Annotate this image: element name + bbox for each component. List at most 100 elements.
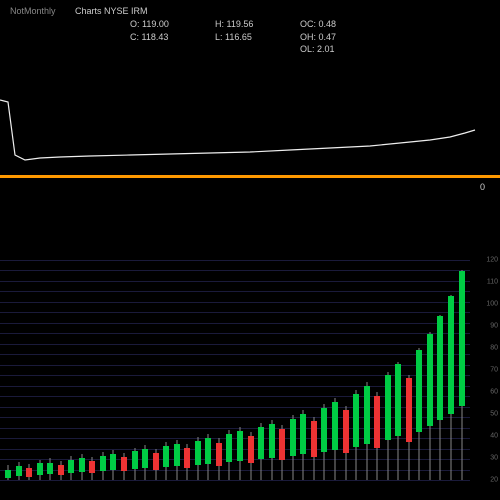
candle-body	[343, 410, 349, 453]
candle-body	[332, 402, 338, 450]
candle	[321, 404, 327, 480]
price-label: 40	[490, 433, 498, 440]
candle	[406, 375, 412, 480]
candle	[300, 410, 306, 480]
candle	[174, 440, 180, 480]
price-label: 80	[490, 345, 498, 352]
candle-body	[290, 419, 296, 456]
candle	[184, 444, 190, 480]
candle-body	[395, 364, 401, 436]
candle	[248, 432, 254, 480]
candle-body	[258, 427, 264, 459]
candle-body	[216, 443, 222, 466]
candle-body	[311, 421, 317, 457]
candle-body	[37, 463, 43, 475]
candle	[37, 460, 43, 480]
candle-body	[121, 457, 127, 471]
candle-body	[300, 414, 306, 454]
candle	[205, 434, 211, 480]
candle	[290, 415, 296, 480]
candle	[226, 430, 232, 480]
candle	[343, 406, 349, 480]
price-label: 70	[490, 367, 498, 374]
candle	[437, 315, 443, 480]
candle-body	[385, 375, 391, 440]
candle	[47, 458, 53, 480]
candle	[269, 420, 275, 480]
candle	[311, 417, 317, 480]
candle-body	[163, 446, 169, 467]
ohlc-oh: OH: 0.47	[300, 31, 355, 44]
candle	[132, 448, 138, 480]
candle	[100, 452, 106, 480]
candle	[353, 390, 359, 480]
candle-body	[364, 386, 370, 444]
candle	[16, 462, 22, 480]
candle	[142, 445, 148, 480]
candle	[68, 456, 74, 480]
candle-body	[205, 438, 211, 464]
candle-body	[174, 444, 180, 466]
candle-body	[79, 458, 85, 472]
candle-body	[58, 465, 64, 475]
price-label: 20	[490, 477, 498, 484]
candle-body	[374, 396, 380, 448]
candle	[89, 457, 95, 480]
candle-body	[437, 316, 443, 420]
candle-body	[110, 454, 116, 470]
candle-body	[100, 456, 106, 471]
candle	[364, 382, 370, 480]
candle	[332, 398, 338, 480]
price-label: 90	[490, 323, 498, 330]
candle-body	[89, 461, 95, 473]
candle	[79, 454, 85, 480]
candle-body	[448, 296, 454, 414]
price-line	[0, 100, 475, 160]
candle	[258, 423, 264, 480]
chart-title: Charts NYSE IRM	[75, 6, 148, 16]
candle	[374, 392, 380, 480]
candle	[110, 450, 116, 480]
candle-body	[459, 271, 465, 406]
candle	[395, 362, 401, 480]
price-label: 30	[490, 455, 498, 462]
candle-body	[153, 453, 159, 470]
candle-body	[132, 451, 138, 469]
candle	[279, 425, 285, 480]
candle	[163, 442, 169, 480]
candle-body	[184, 448, 190, 468]
candle-body	[416, 350, 422, 432]
price-label: 100	[486, 301, 498, 308]
price-label: 50	[490, 411, 498, 418]
price-label: 110	[487, 279, 498, 286]
gridline	[0, 480, 470, 481]
candle	[195, 437, 201, 480]
candle-body	[406, 378, 412, 442]
candle	[121, 453, 127, 480]
candle	[385, 372, 391, 480]
candle-body	[353, 394, 359, 447]
candle	[216, 438, 222, 480]
candle	[416, 348, 422, 480]
candle-body	[427, 334, 433, 426]
candle	[26, 464, 32, 480]
candle-body	[237, 431, 243, 461]
ohlc-close: C: 118.43	[130, 31, 185, 44]
candles-container	[5, 260, 465, 480]
line-chart-svg	[0, 50, 480, 175]
candle-chart-panel	[0, 260, 470, 480]
separator-line	[0, 175, 500, 178]
candle-body	[248, 436, 254, 463]
candle	[153, 449, 159, 480]
candle-body	[47, 463, 53, 474]
candle	[459, 270, 465, 480]
candle-body	[68, 460, 74, 473]
candle	[448, 295, 454, 480]
ohlc-oc: OC: 0.48	[300, 18, 355, 31]
candle-body	[26, 468, 32, 477]
candle-body	[321, 408, 327, 452]
zero-axis-label: 0	[480, 182, 485, 192]
ohlc-open: O: 119.00	[130, 18, 185, 31]
price-label: 120	[486, 257, 498, 264]
candle-body	[195, 441, 201, 465]
